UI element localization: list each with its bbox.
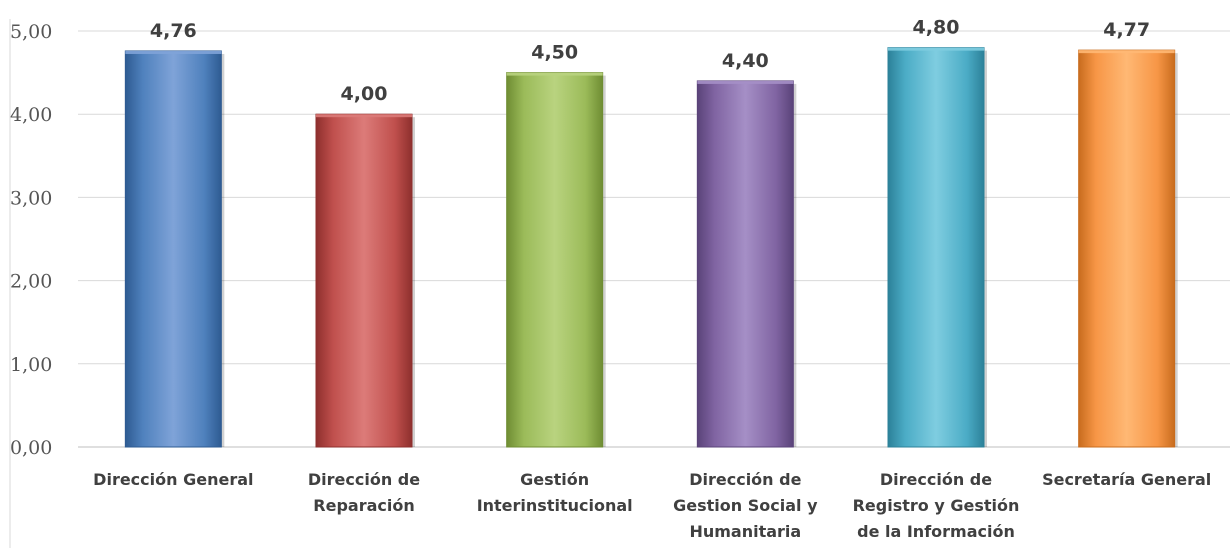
- y-tick-label: 2,00: [10, 271, 52, 293]
- bar-top-highlight: [888, 47, 984, 51]
- bar: [506, 72, 604, 448]
- bar-top-highlight: [125, 50, 222, 54]
- bar-top-highlight: [1078, 50, 1175, 54]
- category-labels: Dirección General Dirección de Reparación G…: [93, 470, 1211, 541]
- x-tick-label: Gestión Interinstitucional: [477, 470, 633, 515]
- bar-top-highlight: [316, 114, 412, 118]
- x-tick-label: Dirección de Gestion Social y Humanitaria: [673, 470, 818, 541]
- x-tick-label-line: Dirección de: [880, 470, 992, 489]
- y-tick-label: 4,00: [10, 104, 52, 126]
- bar: [1078, 49, 1176, 448]
- x-tick-label: Dirección de Registro y Gestión de la Info…: [853, 470, 1020, 541]
- x-tick-label-line: Dirección de: [308, 470, 420, 489]
- y-tick-label: 3,00: [10, 187, 52, 209]
- data-label: 4,00: [341, 83, 388, 105]
- bar-top-highlight: [697, 80, 794, 84]
- data-label: 4,77: [1103, 19, 1150, 41]
- x-tick-label-line: Dirección de: [689, 470, 801, 489]
- bar: [315, 113, 413, 448]
- data-labels: 4,76 4,00 4,50 4,40 4,80 4,77: [150, 17, 1150, 106]
- bar: [887, 47, 985, 448]
- y-tick-label: 0,00: [10, 437, 52, 459]
- x-tick-label-line: Registro y Gestión: [853, 496, 1020, 515]
- data-label: 4,40: [722, 50, 769, 72]
- bar: [124, 50, 222, 448]
- x-tick-label: Secretaría General: [1042, 470, 1211, 489]
- gridlines: [9, 19, 1230, 548]
- x-tick-label-line: Reparación: [313, 496, 414, 515]
- x-tick-label: Dirección de Reparación: [308, 470, 420, 515]
- y-axis-ticks: 0,00 1,00 2,00 3,00 4,00 5,00: [10, 21, 52, 459]
- bar: [696, 80, 794, 448]
- data-label: 4,50: [531, 42, 578, 64]
- x-tick-label-line: Gestion Social y: [673, 496, 818, 515]
- x-tick-label-line: Gestión: [520, 470, 589, 489]
- x-tick-label: Dirección General: [93, 470, 253, 489]
- bar-top-highlight: [506, 72, 603, 76]
- y-tick-label: 5,00: [10, 21, 52, 43]
- x-tick-label-line: Dirección General: [93, 470, 253, 489]
- x-tick-label-line: Interinstitucional: [477, 496, 633, 515]
- x-tick-label-line: de la Información: [857, 522, 1015, 541]
- x-tick-label-line: Secretaría General: [1042, 470, 1211, 489]
- y-tick-label: 1,00: [10, 354, 52, 376]
- data-label: 4,76: [150, 20, 197, 42]
- data-label: 4,80: [913, 17, 960, 39]
- bars: [124, 47, 1178, 448]
- x-tick-label-line: Humanitaria: [689, 522, 801, 541]
